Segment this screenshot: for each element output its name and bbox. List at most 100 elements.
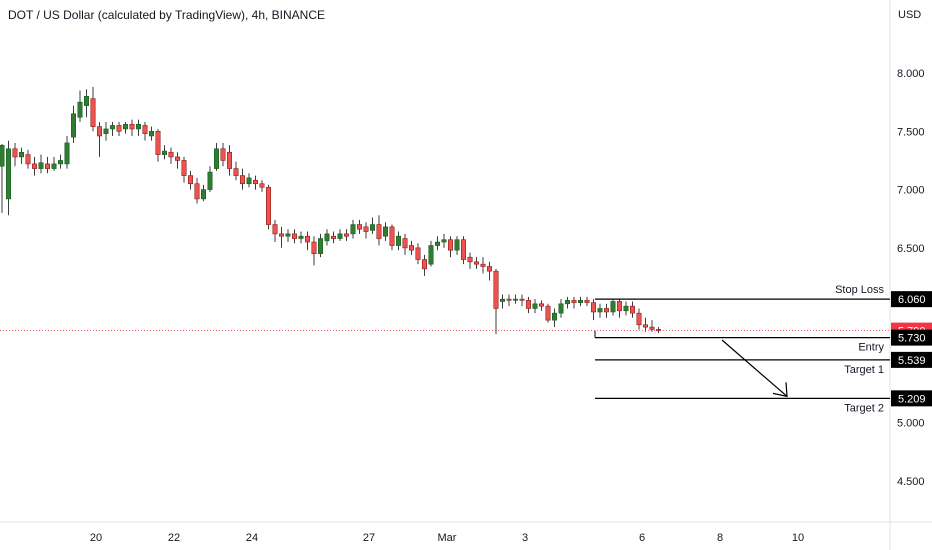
level-price-label: 5.730 [898,333,926,345]
level-price-label: 5.209 [898,393,926,405]
candle-body [149,130,155,137]
candle-body [408,245,414,251]
level-price-tag [891,329,932,346]
candle-body [369,224,375,231]
candle-body [616,301,622,312]
candle-body [44,163,50,169]
candle-body [564,300,570,305]
candle-body [51,163,57,169]
candle-body [395,235,401,246]
candle-body [103,128,109,134]
candle-body [493,270,499,309]
candle-body [25,154,31,165]
level-price-tag [891,291,932,308]
candle-body [350,224,356,235]
candle-body [584,300,590,303]
candle-body [538,303,544,307]
candle-body [265,186,271,225]
candle-body [642,324,648,328]
candle-body [603,308,609,313]
x-tick-label: 3 [522,532,528,544]
candle-body [71,113,77,138]
candle-body [123,123,129,130]
level-price-label: 6.060 [898,294,926,306]
candle-body [467,256,473,263]
candle-body [259,183,265,188]
candle-body [77,101,83,118]
candle-body [220,148,226,161]
candle-body [227,151,233,169]
candle-body [278,233,284,237]
candle-body [363,226,369,232]
candle-body [434,241,440,246]
candle-body [129,123,135,130]
projection-arrow-shaft [721,339,788,397]
candle-body [214,148,220,169]
candle-body [623,305,629,312]
candle-body [499,298,505,302]
candle-body [90,98,96,127]
candle-body [324,233,330,242]
x-tick-label: 20 [90,532,102,544]
candle-body [240,175,246,185]
candle-body [168,151,174,158]
candle-body [590,302,596,313]
chart-title: DOT / US Dollar (calculated by TradingVi… [8,8,326,22]
candle-body [0,144,5,167]
candle-body [525,300,531,309]
candle-body [317,238,323,254]
candle-body [155,130,161,155]
candle-body [655,329,661,331]
candle-body [304,235,310,243]
level-name-label: Target 2 [844,402,884,414]
candle-body [597,308,603,313]
candle-body [175,156,181,161]
candle-body [162,150,168,155]
candle-body [415,247,421,260]
candle-body [285,233,291,237]
candle-body [337,233,343,239]
candle-body [18,151,24,158]
candle-body [298,235,304,239]
projection-arrow-head [772,382,788,398]
candle-body [246,177,252,185]
candle-body [480,263,486,267]
candle-body [356,224,362,230]
candle-body [110,125,116,130]
candle-body [31,163,37,169]
x-tick-label: 6 [639,532,645,544]
candle-body [343,233,349,237]
candle-body [207,171,213,190]
candle-body [532,303,538,309]
candle-body [460,239,466,260]
candle-body [428,245,434,265]
candle-body [181,160,187,176]
candle-body [12,148,18,158]
candle-body [64,142,70,165]
candle-body [421,259,427,270]
y-tick-label: 8.000 [897,68,925,80]
candle-body [610,301,616,313]
level-name-label: Target 1 [844,364,884,376]
candle-body [116,125,122,132]
x-tick-label: 22 [168,532,180,544]
level-price-tag [891,351,932,368]
candle-body [84,96,90,106]
candle-body [454,239,460,251]
candle-body [545,305,551,321]
candle-body [382,226,388,237]
candle-body [253,179,259,185]
candle-body [188,175,194,185]
price-axis-currency-label: USD [898,9,921,21]
candle-body [512,298,518,301]
y-tick-label: 7.000 [897,185,925,197]
candle-body [376,224,382,239]
candle-body [447,239,453,251]
level-name-label: Entry [858,342,884,354]
x-tick-label: 24 [246,532,258,544]
candle-body [136,123,142,130]
candle-body [402,238,408,249]
level-price-tag [891,390,932,407]
y-tick-label: 5.000 [897,418,925,430]
